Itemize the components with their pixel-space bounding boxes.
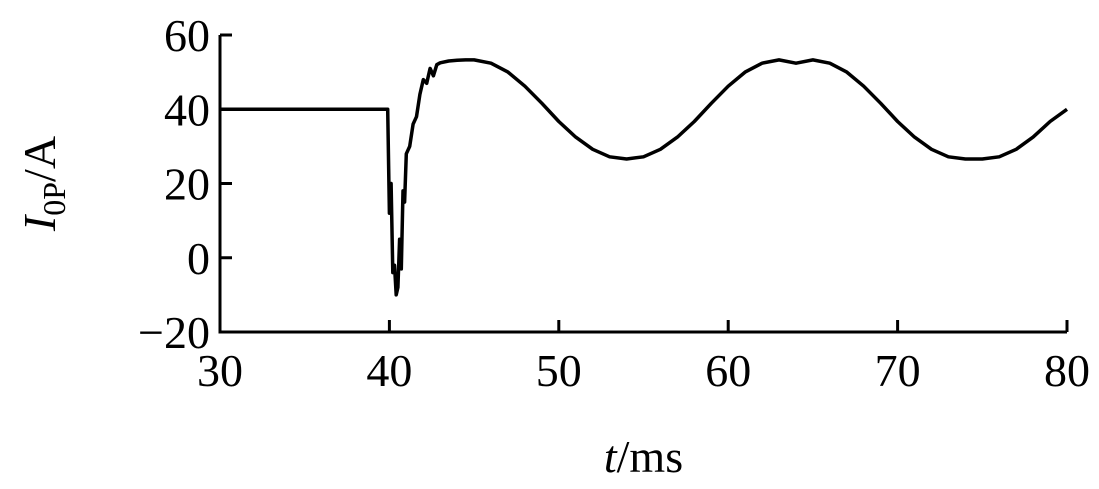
y-tick-label: 20 <box>164 159 210 210</box>
y-tick-label: −20 <box>138 307 210 358</box>
x-tick-label: 60 <box>705 345 751 396</box>
x-axis-label: t/ms <box>604 431 683 482</box>
y-axis-label-var: I <box>14 213 65 232</box>
x-tick-label: 70 <box>875 345 921 396</box>
y-axis-ticks: −20 0 20 40 60 <box>138 10 232 358</box>
y-axis-label-subscript: 0P <box>36 182 72 216</box>
x-axis-label-unit: /ms <box>617 431 683 482</box>
x-tick-label: 40 <box>366 345 412 396</box>
x-tick-label: 80 <box>1044 345 1090 396</box>
y-tick-label: 60 <box>164 10 210 61</box>
data-line <box>220 58 1069 297</box>
y-tick-label: 0 <box>187 233 210 284</box>
axes-frame <box>218 35 1067 334</box>
y-axis-label-unit: /A <box>14 136 65 182</box>
y-tick-label: 40 <box>164 84 210 135</box>
x-tick-label: 30 <box>197 345 243 396</box>
x-tick-label: 50 <box>536 345 582 396</box>
x-axis-ticks: 30 40 50 60 70 80 <box>197 320 1090 396</box>
x-axis-label-var: t <box>604 431 618 482</box>
y-axis-label: I0P/A <box>14 136 72 232</box>
plot-area <box>218 35 1069 334</box>
